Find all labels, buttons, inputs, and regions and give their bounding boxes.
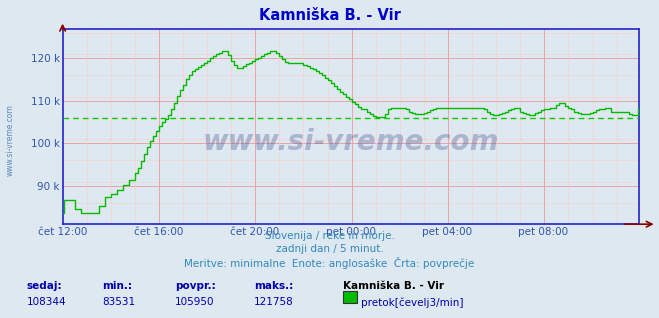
- Text: Kamniška B. - Vir: Kamniška B. - Vir: [258, 8, 401, 23]
- Text: 83531: 83531: [102, 297, 135, 307]
- Text: www.si-vreme.com: www.si-vreme.com: [203, 128, 499, 156]
- Text: maks.:: maks.:: [254, 281, 293, 291]
- Text: www.si-vreme.com: www.si-vreme.com: [5, 104, 14, 176]
- Text: povpr.:: povpr.:: [175, 281, 215, 291]
- Text: 121758: 121758: [254, 297, 293, 307]
- Text: min.:: min.:: [102, 281, 132, 291]
- Text: 108344: 108344: [26, 297, 66, 307]
- Text: zadnji dan / 5 minut.: zadnji dan / 5 minut.: [275, 244, 384, 254]
- Text: Kamniška B. - Vir: Kamniška B. - Vir: [343, 281, 444, 291]
- Text: Meritve: minimalne  Enote: anglosaške  Črta: povprečje: Meritve: minimalne Enote: anglosaške Črt…: [185, 257, 474, 269]
- Text: sedaj:: sedaj:: [26, 281, 62, 291]
- Text: pretok[čevelj3/min]: pretok[čevelj3/min]: [361, 297, 464, 308]
- Text: Slovenija / reke in morje.: Slovenija / reke in morje.: [264, 231, 395, 241]
- Text: 105950: 105950: [175, 297, 214, 307]
